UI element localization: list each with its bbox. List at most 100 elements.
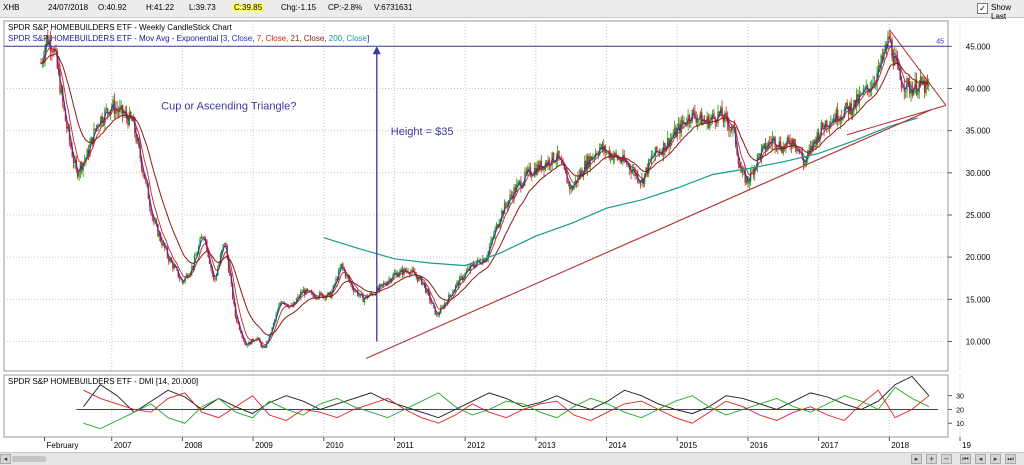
show-last-label[interactable]: Show Last: [991, 3, 1012, 21]
candle-body: [410, 271, 412, 275]
candle-body: [600, 144, 602, 148]
candle-body: [782, 145, 784, 153]
candle-body: [234, 304, 237, 317]
x-tick-label: 2009: [255, 441, 273, 450]
candle-body: [191, 265, 193, 273]
candle-body: [261, 346, 264, 348]
candle-body: [260, 342, 262, 348]
scroll-right-icon[interactable]: ▸: [911, 454, 922, 464]
ema-7-line: [40, 45, 929, 346]
candle-body: [128, 111, 131, 126]
candle-body: [845, 102, 847, 110]
y-tick-label: 15.000: [966, 295, 991, 304]
candle-body: [652, 155, 654, 157]
quote-bar: XHB 24/07/2018 O:40.92 H:41.22 L:39.73 C…: [0, 0, 1024, 21]
time-scrollbar[interactable]: ◂ ▸ + − ⏮ ◂ ▸ ⏭: [0, 452, 1024, 465]
candle-body: [162, 242, 165, 246]
candle-body: [233, 298, 235, 305]
candle-body: [393, 272, 396, 275]
candle-body: [766, 147, 768, 151]
candle-body: [566, 173, 568, 184]
scroll-left-icon[interactable]: ◂: [0, 454, 11, 464]
x-tick-label: 2017: [821, 441, 839, 450]
candle-body: [713, 113, 715, 118]
candle-body: [596, 153, 598, 155]
candle-body: [264, 347, 267, 349]
candle-body: [627, 164, 629, 166]
scroll-next-icon[interactable]: ▸: [990, 454, 1001, 464]
zoom-in-icon[interactable]: +: [926, 454, 937, 464]
candle-body: [781, 149, 783, 153]
candle-body: [860, 93, 862, 95]
candle-body: [775, 147, 778, 149]
scroll-thumb[interactable]: [12, 456, 46, 462]
main-panel-frame: [3, 20, 949, 372]
candle-body: [518, 180, 521, 182]
candle-body: [673, 127, 676, 136]
dmi-tick-label: 20: [956, 407, 964, 414]
candle-body: [548, 159, 551, 166]
scroll-prev-icon[interactable]: ◂: [975, 454, 986, 464]
candle-body: [210, 263, 212, 268]
candle-body: [127, 118, 129, 126]
candle-body: [83, 160, 86, 163]
candle-body: [425, 284, 427, 293]
candle-body: [389, 279, 392, 282]
candle-body: [865, 85, 867, 89]
candle-body: [302, 289, 305, 293]
x-tick-label: 2014: [609, 441, 627, 450]
candle-body: [248, 341, 250, 346]
x-tick-label: 2018: [891, 441, 909, 450]
candle-body: [181, 279, 184, 283]
candle-body: [149, 199, 151, 207]
candle-body: [272, 323, 275, 328]
candle-body: [278, 305, 280, 311]
candle-body: [741, 169, 744, 173]
candle-body: [910, 89, 912, 94]
candle-body: [301, 292, 303, 294]
candle-body: [758, 153, 760, 155]
candle-body: [838, 121, 840, 123]
candle-body: [438, 313, 441, 316]
candle-body: [694, 111, 696, 118]
candle-body: [558, 150, 560, 158]
candle-body: [223, 243, 226, 245]
candle-body: [709, 119, 711, 128]
candle-body: [101, 116, 103, 123]
candle-body: [245, 343, 247, 346]
candle-body: [877, 65, 880, 74]
candle-body: [763, 143, 765, 146]
candle-body: [280, 301, 283, 303]
candle-body: [268, 334, 271, 341]
candle-body: [820, 122, 823, 135]
candle-body: [47, 35, 49, 45]
scroll-end-icon[interactable]: ⏭: [1005, 454, 1016, 464]
candle-body: [246, 345, 249, 347]
y-tick-label: 25.000: [966, 211, 991, 220]
candle-body: [457, 281, 460, 285]
candle-body: [348, 277, 351, 282]
candle-body: [135, 132, 137, 142]
candle-body: [435, 314, 438, 315]
candle-body: [679, 123, 681, 134]
scroll-start-icon[interactable]: ⏮: [960, 454, 971, 464]
candle-body: [158, 233, 160, 237]
candle-body: [525, 171, 528, 173]
candle-body: [665, 147, 668, 152]
candle-body: [797, 150, 799, 152]
candle-body: [460, 276, 462, 278]
candle-body: [724, 113, 726, 122]
candle-body: [395, 272, 397, 274]
candle-body: [836, 109, 839, 122]
candle-body: [320, 292, 322, 294]
candle-body: [418, 277, 420, 281]
candle-body: [244, 339, 246, 344]
candle-body: [528, 167, 530, 169]
zoom-out-icon[interactable]: −: [941, 454, 952, 464]
candle-body: [333, 284, 336, 286]
candle-body: [467, 268, 469, 272]
candle-body: [880, 55, 882, 68]
candle-body: [211, 267, 213, 274]
show-last-checkbox[interactable]: ✓: [977, 3, 988, 14]
